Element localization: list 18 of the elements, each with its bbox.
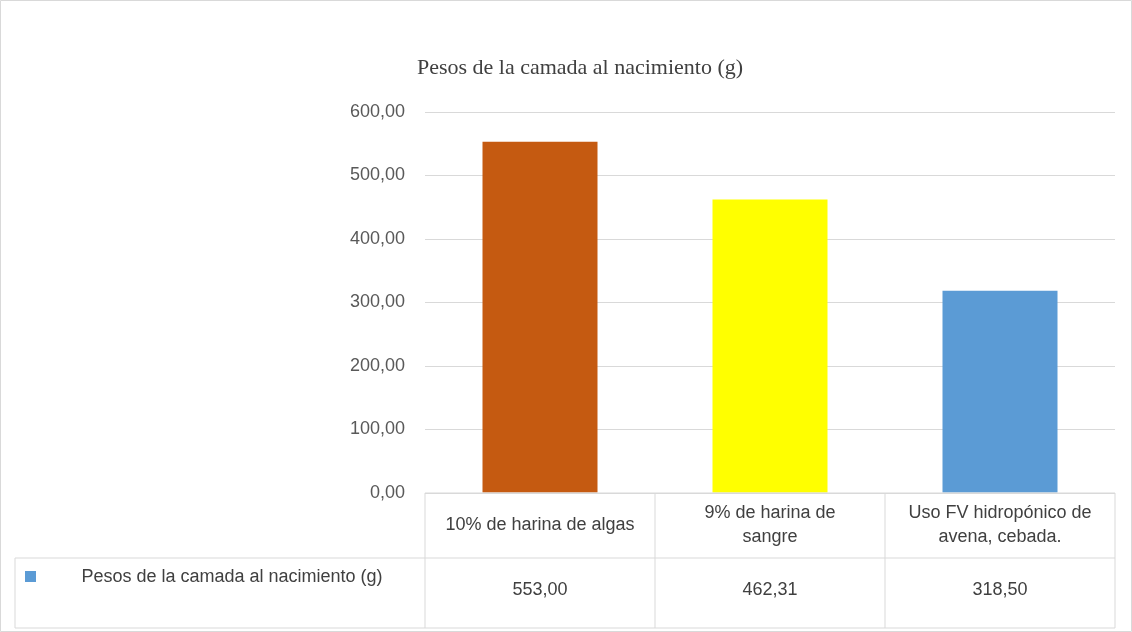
data-label: 462,31: [742, 578, 798, 599]
data-label: 318,50: [972, 578, 1028, 599]
y-tick-label: 100,00: [349, 418, 405, 439]
bar: [712, 199, 828, 493]
y-tick-label: 300,00: [349, 291, 405, 312]
x-tick-label: 9% de harina de sangre: [704, 501, 836, 546]
y-tick-label: 600,00: [349, 100, 405, 121]
x-tick-label: Uso FV hidropónico de avena, cebada.: [908, 501, 1092, 546]
data-label: 553,00: [512, 578, 568, 599]
x-tick-label: 10% de harina de algas: [445, 513, 635, 534]
y-tick-label: 200,00: [349, 354, 405, 375]
y-tick-label: 0,00: [369, 481, 405, 502]
text: Pesos de la camada al nacimiento (g): [81, 565, 383, 586]
bar: [482, 141, 598, 493]
bar: [942, 290, 1058, 493]
y-tick-label: 500,00: [349, 164, 405, 185]
y-tick-label: 400,00: [349, 227, 405, 248]
chart-title: Pesos de la camada al nacimiento (g): [416, 53, 744, 79]
